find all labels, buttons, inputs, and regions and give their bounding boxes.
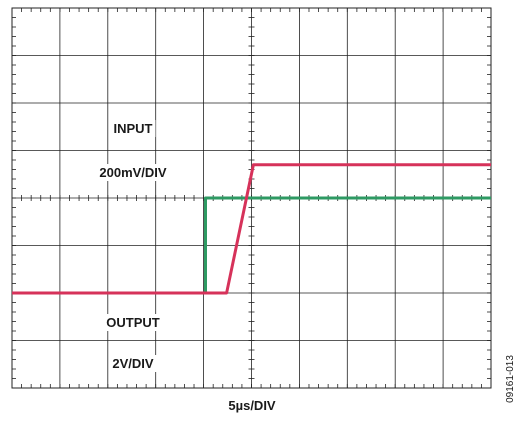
traces bbox=[12, 163, 491, 295]
figure-id: 09161-013 bbox=[505, 355, 516, 403]
x-axis-label: 5µs/DIV bbox=[228, 398, 276, 413]
output-scale-label: 2V/DIV bbox=[112, 356, 154, 371]
label-background bbox=[96, 164, 170, 181]
label-background bbox=[103, 314, 163, 331]
input-channel-label: INPUT bbox=[114, 121, 153, 136]
output-trace bbox=[12, 163, 491, 295]
labels: INPUT 200mV/DIV OUTPUT 2V/DIV 5µs/DIV 09… bbox=[96, 120, 516, 414]
label-background bbox=[109, 355, 157, 372]
output-channel-label: OUTPUT bbox=[106, 315, 160, 330]
input-scale-label: 200mV/DIV bbox=[99, 165, 167, 180]
xlabel-background bbox=[224, 397, 280, 414]
label-background bbox=[110, 120, 156, 137]
